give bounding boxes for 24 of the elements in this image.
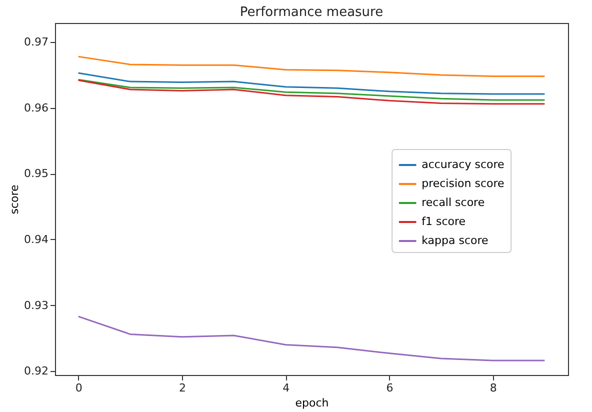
y-tick-label: 0.97	[24, 36, 48, 49]
line-series	[78, 72, 546, 95]
x-tick-label: 6	[386, 382, 394, 394]
legend-label: accuracy score	[422, 158, 505, 171]
legend-label: precision score	[422, 177, 505, 190]
line-series	[78, 78, 546, 101]
y-tick-label: 0.96	[24, 101, 48, 114]
y-tick-label: 0.92	[24, 364, 48, 378]
x-tick-label: 4	[282, 382, 290, 394]
x-tick-label: 0	[75, 382, 82, 394]
legend-label: kappa score	[422, 234, 489, 247]
y-tick-label: 0.95	[24, 167, 48, 180]
x-tick-label: 8	[490, 382, 497, 394]
y-tick-label: 0.94	[24, 232, 48, 246]
chart-title: Performance measure	[240, 5, 384, 20]
x-tick-label: 2	[178, 382, 186, 394]
line-series	[78, 56, 546, 78]
y-axis-title: score	[8, 184, 22, 214]
y-tick-label: 0.93	[24, 298, 48, 312]
line-series	[78, 79, 546, 105]
x-axis-title: epoch	[295, 396, 329, 410]
line-series	[78, 316, 546, 362]
legend-label: f1 score	[422, 215, 466, 228]
legend-label: recall score	[422, 196, 485, 209]
